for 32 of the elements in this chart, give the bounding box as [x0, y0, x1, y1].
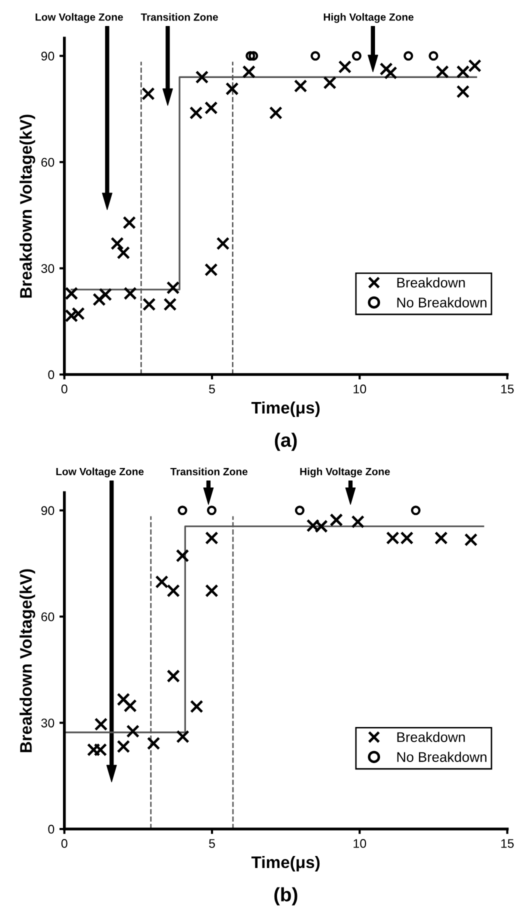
x-tick-label: 0 — [61, 384, 68, 394]
x-tick-label: 15 — [501, 384, 514, 394]
y-tick-label: 0 — [48, 824, 54, 834]
legend-label: No Breakdown — [397, 297, 486, 308]
y-tick-label: 30 — [41, 264, 54, 273]
text: Low Voltage Zone — [56, 468, 144, 478]
x-tick-label: 10 — [354, 839, 366, 848]
y-tick-label: 90 — [41, 52, 54, 61]
x-tick-label: 15 — [501, 839, 514, 848]
y-tick-label: 60 — [41, 612, 54, 622]
x-tick-label: 0 — [61, 839, 68, 848]
legend-label: No Breakdown — [397, 752, 486, 762]
text: Transition Zone — [140, 13, 218, 21]
x-axis-title: Time(μs) — [251, 856, 320, 872]
legend-label: Breakdown — [397, 732, 465, 742]
x-tick-label: 10 — [354, 384, 366, 394]
text: (b) — [274, 887, 298, 906]
y-tick-label: 30 — [41, 718, 54, 728]
y-axis-title: Breakdown Voltage(kV) — [20, 569, 36, 752]
y-tick-label: 90 — [41, 506, 54, 516]
x-tick-label: 5 — [209, 839, 215, 848]
text: (a) — [274, 432, 297, 451]
text: High Voltage Zone — [300, 468, 390, 478]
legend-label: Breakdown — [397, 277, 465, 288]
y-tick-label: 0 — [48, 370, 54, 380]
x-axis-title: Time(μs) — [251, 401, 320, 417]
text: High Voltage Zone — [324, 13, 414, 23]
text: Transition Zone — [170, 468, 248, 476]
x-tick-label: 5 — [209, 384, 215, 394]
y-axis-title: Breakdown Voltage(kV) — [20, 114, 36, 298]
y-tick-label: 60 — [41, 158, 54, 167]
text: Low Voltage Zone — [36, 13, 123, 23]
